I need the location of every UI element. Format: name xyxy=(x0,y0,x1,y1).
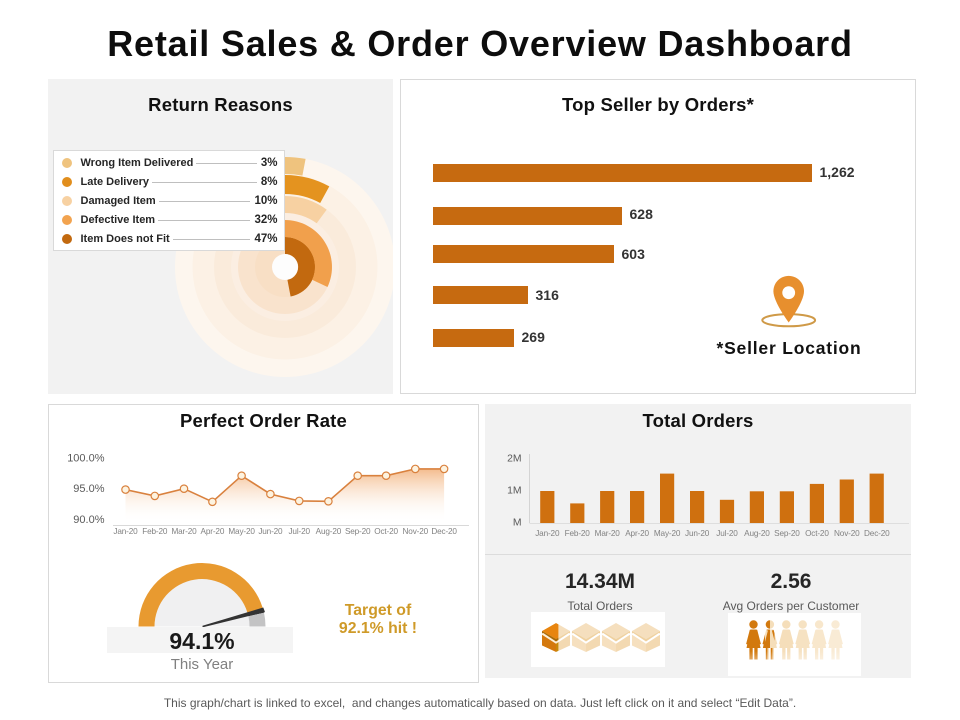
svg-text:Aug-20: Aug-20 xyxy=(744,529,770,538)
svg-text:1M: 1M xyxy=(507,486,521,497)
svg-text:Jan-20: Jan-20 xyxy=(535,529,560,538)
svg-text:Mar-20: Mar-20 xyxy=(595,529,621,538)
svg-text:Oct-20: Oct-20 xyxy=(374,527,398,536)
svg-text:Feb-20: Feb-20 xyxy=(142,527,168,536)
svg-text:Apr-20: Apr-20 xyxy=(201,527,225,536)
svg-text:Aug-20: Aug-20 xyxy=(316,527,342,536)
svg-text:Apr-20: Apr-20 xyxy=(625,529,649,538)
svg-text:M: M xyxy=(513,518,522,529)
svg-text:Sep-20: Sep-20 xyxy=(774,529,800,538)
svg-text:May-20: May-20 xyxy=(654,529,681,538)
svg-text:May-20: May-20 xyxy=(228,527,255,536)
svg-text:90.0%: 90.0% xyxy=(73,514,104,526)
svg-text:Oct-20: Oct-20 xyxy=(805,529,829,538)
svg-text:Dec-20: Dec-20 xyxy=(431,527,457,536)
svg-text:Nov-20: Nov-20 xyxy=(834,529,860,538)
svg-text:Dec-20: Dec-20 xyxy=(864,529,890,538)
svg-text:Jul-20: Jul-20 xyxy=(716,529,738,538)
svg-text:2M: 2M xyxy=(507,454,521,465)
svg-text:Jun-20: Jun-20 xyxy=(685,529,710,538)
svg-text:Nov-20: Nov-20 xyxy=(403,527,429,536)
svg-text:Jun-20: Jun-20 xyxy=(258,527,283,536)
svg-text:Feb-20: Feb-20 xyxy=(565,529,591,538)
svg-text:Jul-20: Jul-20 xyxy=(288,527,310,536)
svg-text:Jan-20: Jan-20 xyxy=(113,527,138,536)
svg-text:100.0%: 100.0% xyxy=(67,453,105,465)
svg-text:Mar-20: Mar-20 xyxy=(171,527,197,536)
svg-text:95.0%: 95.0% xyxy=(73,483,104,495)
svg-text:Sep-20: Sep-20 xyxy=(345,527,371,536)
